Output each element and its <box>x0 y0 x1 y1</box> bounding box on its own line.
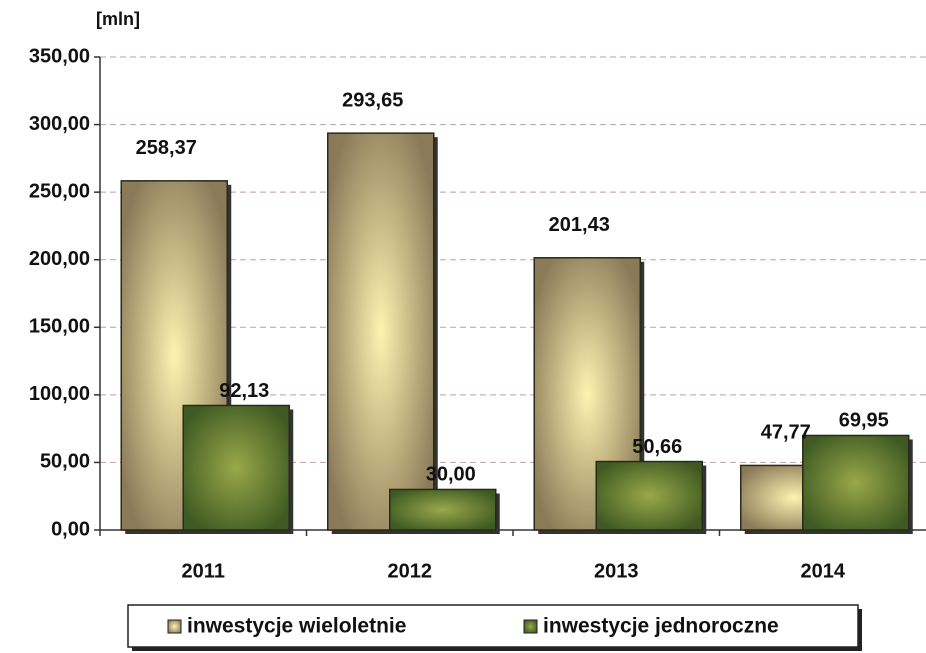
bar <box>182 404 290 531</box>
y-tick-label: 100,00 <box>29 383 90 405</box>
x-tick-label: 2011 <box>182 560 225 582</box>
bar <box>327 132 435 531</box>
x-tick-label: 2014 <box>801 560 846 582</box>
y-tick-label: 300,00 <box>29 113 90 135</box>
x-tick-label: 2012 <box>388 560 433 582</box>
x-tick-label: 2013 <box>594 560 639 582</box>
legend-swatch <box>167 619 182 634</box>
y-tick-label: 250,00 <box>29 180 90 202</box>
data-label: 47,77 <box>761 422 811 444</box>
bar <box>595 460 703 531</box>
bar <box>802 434 910 531</box>
y-tick-label: 150,00 <box>29 316 90 338</box>
y-tick-label: 200,00 <box>29 248 90 270</box>
y-axis-label: [mln] <box>96 9 140 29</box>
data-label: 201,43 <box>549 214 610 236</box>
legend-label: inwestycje jednoroczne <box>543 615 779 638</box>
data-label: 293,65 <box>342 89 403 111</box>
data-label: 258,37 <box>136 137 197 159</box>
legend <box>127 604 859 648</box>
y-tick-label: 50,00 <box>40 451 90 473</box>
data-label: 30,00 <box>426 464 476 486</box>
data-label: 50,66 <box>632 436 682 458</box>
y-tick-label: 350,00 <box>29 45 90 67</box>
legend-label: inwestycje wieloletnie <box>187 615 406 638</box>
data-label: 69,95 <box>839 410 889 432</box>
data-label: 92,13 <box>219 380 269 402</box>
bar <box>389 488 497 531</box>
y-tick-label: 0,00 <box>51 518 90 540</box>
legend-swatch <box>523 619 538 634</box>
